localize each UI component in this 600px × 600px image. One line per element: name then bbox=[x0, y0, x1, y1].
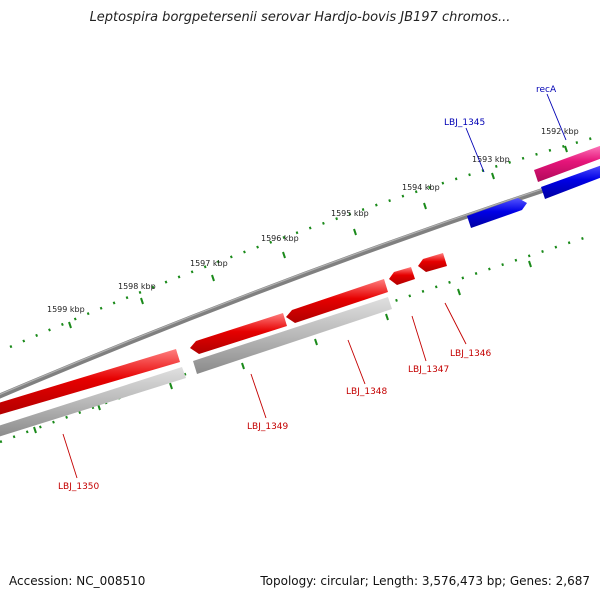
gene-label-reca: recA bbox=[536, 85, 557, 95]
reverse-genes bbox=[0, 253, 447, 415]
kbp-label: 1596 kbp bbox=[261, 234, 299, 243]
gene-lbj-1348 bbox=[286, 279, 388, 323]
inner-major-ticks bbox=[33, 260, 532, 434]
gene-labels: recA LBJ_1345 LBJ_1346 LBJ_1347 LBJ_1348… bbox=[58, 85, 557, 492]
outer-major-ticks bbox=[68, 145, 568, 329]
gene-reca bbox=[534, 145, 600, 182]
gene-lbj-1347 bbox=[389, 267, 415, 285]
label-leaders bbox=[62, 93, 567, 479]
kbp-labels: 1599 kbp 1598 kbp 1597 kbp 1596 kbp 1595… bbox=[47, 127, 579, 314]
map-title: Leptospira borgpetersenii serovar Hardjo… bbox=[89, 10, 511, 25]
gene-lbj-1346 bbox=[418, 253, 447, 272]
topology-summary: Topology: circular; Length: 3,576,473 bp… bbox=[260, 574, 590, 588]
kbp-label: 1592 kbp bbox=[541, 127, 579, 136]
kbp-label: 1598 kbp bbox=[118, 282, 156, 291]
gene-label-lbj-1345: LBJ_1345 bbox=[444, 118, 485, 128]
gene-label-lbj-1346: LBJ_1346 bbox=[450, 349, 492, 359]
gene-lbj-1350 bbox=[0, 349, 180, 415]
kbp-label: 1594 kbp bbox=[402, 183, 440, 192]
gene-lbj-1345 bbox=[467, 198, 527, 228]
reverse-shadow-track bbox=[0, 297, 392, 437]
backbone bbox=[0, 168, 600, 399]
gene-label-lbj-1349: LBJ_1349 bbox=[247, 422, 289, 432]
gene-label-lbj-1347: LBJ_1347 bbox=[408, 365, 449, 375]
gene-reca-blue bbox=[541, 165, 600, 199]
gene-lbj-1349 bbox=[190, 313, 287, 354]
forward-genes bbox=[467, 145, 600, 228]
kbp-label: 1597 kbp bbox=[190, 259, 228, 268]
kbp-label: 1593 kbp bbox=[472, 155, 510, 164]
accession-text: Accession: NC_008510 bbox=[9, 574, 146, 588]
kbp-label: 1595 kbp bbox=[331, 209, 369, 218]
gene-label-lbj-1348: LBJ_1348 bbox=[346, 387, 388, 397]
kbp-label: 1599 kbp bbox=[47, 305, 85, 314]
gene-label-lbj-1350: LBJ_1350 bbox=[58, 482, 100, 492]
